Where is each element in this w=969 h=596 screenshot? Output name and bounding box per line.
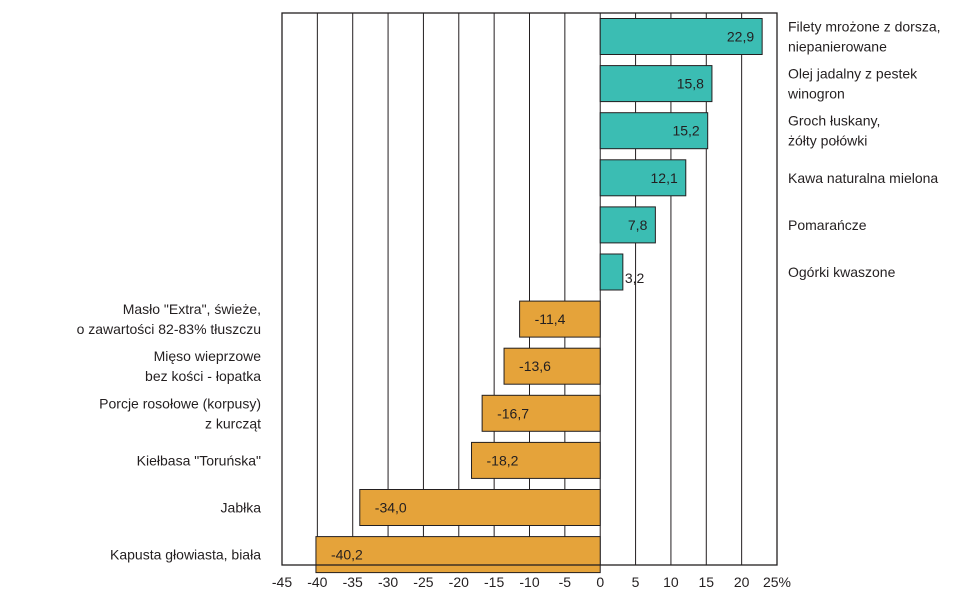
category-label: Olej jadalny z pestek winogron [787, 66, 918, 102]
category-label: Kapusta głowiasta, biała [110, 547, 261, 563]
category-labels: Filety mrożone z dorsza, niepanierowane Ol… [77, 19, 941, 563]
category-label: Porcje rosołowe (korpusy) z kurcząt [99, 395, 261, 431]
bar [599, 253, 624, 291]
bar-value-label: 15,2 [672, 123, 699, 139]
bar-value-label: 3,2 [625, 270, 645, 286]
category-label-line: Masło "Extra", świeże, [123, 301, 261, 317]
x-tick-label: -20 [449, 574, 469, 590]
bar [599, 159, 687, 197]
bars-group: 22,9 15,8 15,2 12,1 7,8 3,2 -11,4 -13,6 -16,7 -18… [315, 18, 763, 574]
bar [481, 394, 601, 432]
grid-lines [316, 13, 743, 565]
bar-value-label: 15,8 [677, 76, 704, 92]
x-tick-label: -30 [378, 574, 398, 590]
category-label-line: Mięso wieprzowe [154, 348, 262, 364]
bar-value-label: -13,6 [519, 358, 551, 374]
bar-value-label: -11,4 [535, 311, 566, 327]
x-tick-label: 20 [734, 574, 750, 590]
x-axis-ticks: -45 -40 -35 -30 -25 -20 -15 -10 -5 0 5 10 15 20 25% [272, 574, 791, 590]
plot-frame [281, 12, 778, 566]
bar-value-label: 12,1 [651, 170, 678, 186]
category-label-line: Kiełbasa "Toruńska" [137, 452, 261, 468]
bar-value-label: -40,2 [331, 547, 363, 563]
category-label-line: Ogórki kwaszone [788, 264, 896, 280]
x-tick-label: 5 [632, 574, 640, 590]
bar [599, 112, 709, 150]
category-label-line: niepanierowane [788, 39, 887, 55]
category-label: Masło "Extra", świeże, o zawartości 82-83… [77, 301, 261, 337]
bar-value-label: -18,2 [487, 452, 519, 468]
x-tick-label: 10 [663, 574, 679, 590]
category-label-line: Kapusta głowiasta, biała [110, 547, 261, 563]
category-label-line: Jabłka [221, 500, 262, 516]
category-label-line: bez kości - łopatka [145, 368, 261, 384]
category-label-line: żółty połówki [788, 133, 867, 149]
x-tick-label: -5 [559, 574, 572, 590]
category-label: Groch łuskany, żółty połówki [788, 113, 880, 149]
x-tick-label: -10 [519, 574, 539, 590]
category-label-line: Pomarańcze [788, 217, 867, 233]
category-label-line: winogron [787, 86, 845, 102]
category-label-line: Olej jadalny z pestek [788, 66, 918, 82]
bar [315, 536, 601, 574]
category-label: Ogórki kwaszone [788, 264, 896, 280]
x-tick-label: 0 [596, 574, 604, 590]
bar [599, 18, 763, 55]
bar [599, 206, 656, 244]
bar-value-label: -16,7 [497, 405, 529, 421]
category-label: Pomarańcze [788, 217, 867, 233]
bar [503, 347, 601, 385]
x-tick-label: -15 [484, 574, 504, 590]
category-label: Kiełbasa "Toruńska" [137, 452, 261, 468]
bar [359, 489, 601, 526]
category-label: Jabłka [221, 500, 262, 516]
x-tick-label: 25% [763, 574, 791, 590]
bar [519, 300, 601, 338]
category-label-line: Porcje rosołowe (korpusy) [99, 395, 261, 411]
bar-value-label: 7,8 [628, 217, 648, 233]
bar [599, 65, 713, 103]
x-tick-label: 15 [698, 574, 714, 590]
category-label: Mięso wieprzowe bez kości - łopatka [145, 348, 261, 384]
category-label: Kawa naturalna mielona [788, 170, 938, 186]
category-label-line: z kurcząt [205, 415, 261, 431]
bar [471, 441, 601, 479]
x-tick-label: -25 [413, 574, 433, 590]
bar-value-label: 22,9 [727, 29, 754, 45]
category-label: Filety mrożone z dorsza, niepanierowane [788, 19, 941, 55]
x-tick-label: -45 [272, 574, 292, 590]
x-tick-label: -40 [307, 574, 327, 590]
category-label-line: Groch łuskany, [788, 113, 880, 129]
bar-value-label: -34,0 [375, 500, 407, 516]
category-label-line: Kawa naturalna mielona [788, 170, 938, 186]
x-tick-label: -35 [343, 574, 363, 590]
category-label-line: o zawartości 82-83% tłuszczu [77, 321, 261, 337]
category-label-line: Filety mrożone z dorsza, [788, 19, 941, 35]
